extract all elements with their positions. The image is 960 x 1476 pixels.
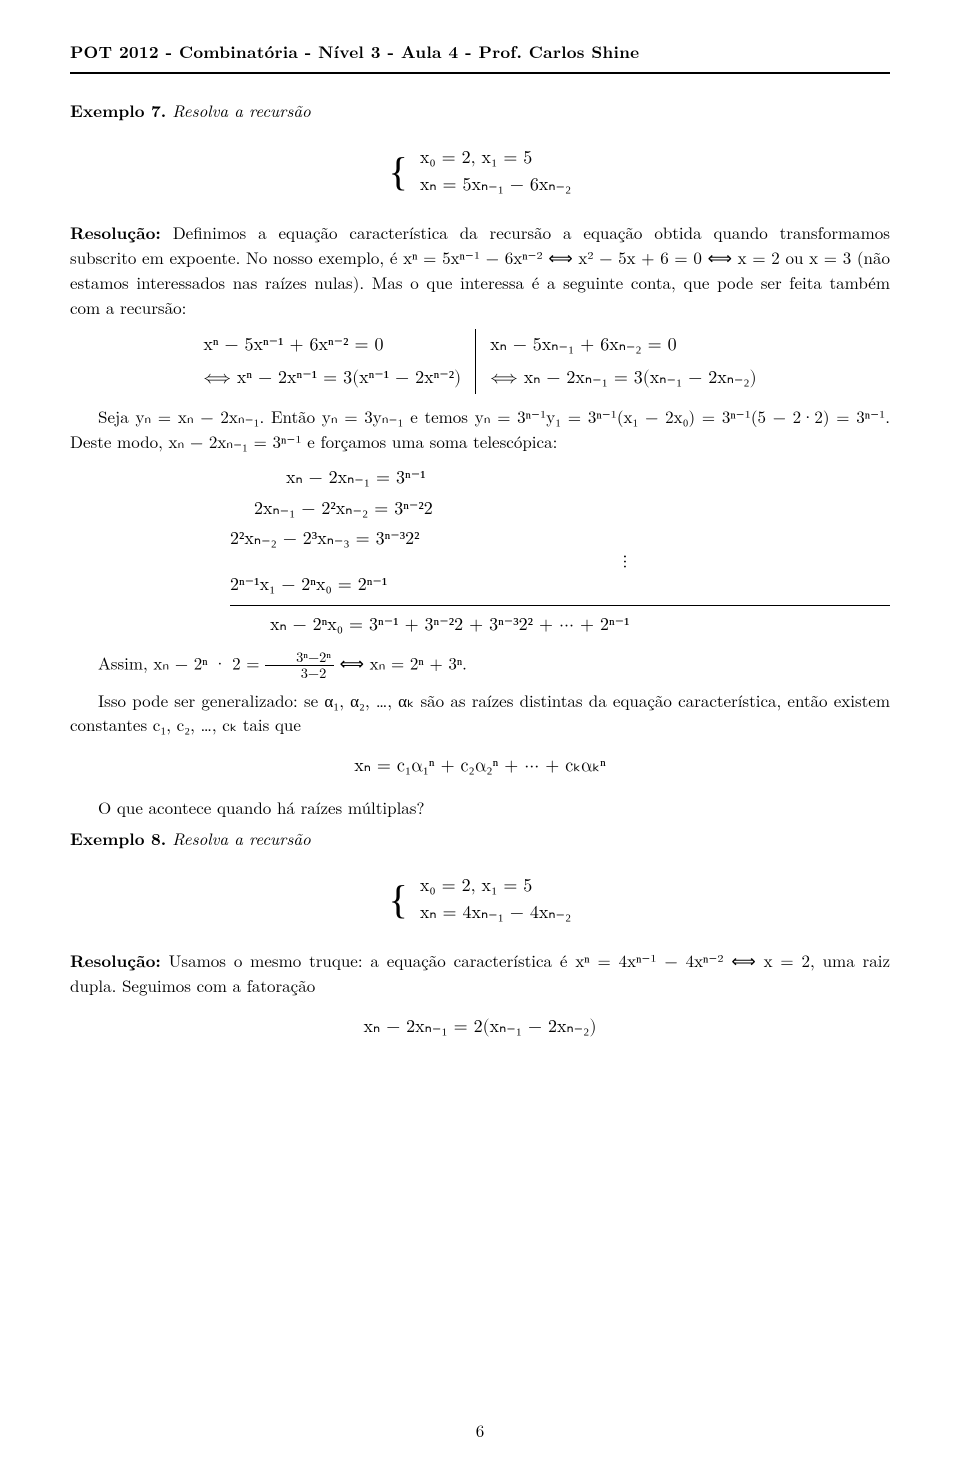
example-8-label: Exemplo 8.: [70, 827, 166, 851]
right-col-line2: ⟺ xₙ − 2xₙ₋₁ = 3(xₙ₋₁ − 2xₙ₋₂): [490, 362, 757, 394]
assim-frac-den: 3−2: [265, 666, 334, 681]
right-col-line1: xₙ − 5xₙ₋₁ + 6xₙ₋₂ = 0: [490, 329, 757, 361]
assim-pre: Assim, xₙ − 2ⁿ · 2 =: [98, 651, 265, 675]
brace-icon: {: [389, 138, 408, 206]
tele-sum: xₙ − 2ⁿx₀ = 3ⁿ⁻¹ + 3ⁿ⁻²2 + 3ⁿ⁻³2² + ··· …: [230, 605, 890, 641]
recurrence-2-body: x₀ = 2, x₁ = 5 xₙ = 4xₙ₋₁ − 4xₙ₋₂: [420, 873, 572, 927]
left-col-line1: xⁿ − 5xⁿ⁻¹ + 6xⁿ⁻² = 0: [203, 329, 461, 361]
recurrence-2-line2: xₙ = 4xₙ₋₁ − 4xₙ₋₂: [420, 904, 572, 922]
recurrence-2: { x₀ = 2, x₁ = 5 xₙ = 4xₙ₋₁ − 4xₙ₋₂: [70, 866, 890, 934]
two-column-work: xⁿ − 5xⁿ⁻¹ + 6xⁿ⁻² = 0 ⟺ xⁿ − 2xⁿ⁻¹ = 3(…: [70, 329, 890, 394]
telescoping-block: xₙ − 2xₙ₋₁ = 3ⁿ⁻¹ 2xₙ₋₁ − 2²xₙ₋₂ = 3ⁿ⁻²2…: [70, 463, 890, 640]
resolution-1-text: Definimos a equação característica da re…: [70, 220, 890, 319]
resolution-1: Resolução: Definimos a equação caracterí…: [70, 220, 890, 320]
example-7-heading: Exemplo 7. Resolva a recursão: [70, 98, 890, 124]
tele-line1: xₙ − 2xₙ₋₁ = 3ⁿ⁻¹: [230, 463, 890, 494]
factorization-eq: xₙ − 2xₙ₋₁ = 2(xₙ₋₁ − 2xₙ₋₂): [70, 1012, 890, 1043]
brace-icon-2: {: [389, 866, 408, 934]
example-7-text: Resolva a recursão: [166, 98, 311, 122]
tele-vdots: ⋮: [230, 557, 890, 566]
example-8-text: Resolva a recursão: [166, 826, 311, 850]
page-number: 6: [0, 1418, 960, 1442]
recurrence-1-line2: xₙ = 5xₙ₋₁ − 6xₙ₋₂: [420, 176, 572, 194]
recurrence-1-body: x₀ = 2, x₁ = 5 xₙ = 5xₙ₋₁ − 6xₙ₋₂: [420, 145, 572, 199]
tele-line2: 2xₙ₋₁ − 2²xₙ₋₂ = 3ⁿ⁻²2: [230, 494, 890, 525]
resolution-1-label: Resolução:: [70, 221, 161, 245]
paragraph-assim: Assim, xₙ − 2ⁿ · 2 = 3ⁿ−2ⁿ3−2 ⟺ xₙ = 2ⁿ …: [70, 650, 890, 681]
paragraph-seja: Seja yₙ = xₙ − 2xₙ₋₁. Então yₙ = 3yₙ₋₁ e…: [70, 404, 890, 453]
assim-frac: 3ⁿ−2ⁿ3−2: [265, 650, 334, 681]
general-solution: xₙ = c₁α₁ⁿ + c₂α₂ⁿ + ··· + cₖαₖⁿ: [70, 751, 890, 782]
page-header: POT 2012 - Combinatória - Nível 3 - Aula…: [70, 40, 890, 74]
recurrence-2-line1: x₀ = 2, x₁ = 5: [420, 877, 532, 895]
recurrence-1-line1: x₀ = 2, x₁ = 5: [420, 149, 532, 167]
resolution-2-text: Usamos o mesmo truque: a equação caracte…: [70, 948, 890, 998]
page: POT 2012 - Combinatória - Nível 3 - Aula…: [0, 0, 960, 1476]
paragraph-generalizado: Isso pode ser generalizado: se α₁, α₂, ……: [70, 688, 890, 737]
example-7-label: Exemplo 7.: [70, 99, 166, 123]
resolution-2-label: Resolução:: [70, 949, 161, 973]
recurrence-1: { x₀ = 2, x₁ = 5 xₙ = 5xₙ₋₁ − 6xₙ₋₂: [70, 138, 890, 206]
left-column: xⁿ − 5xⁿ⁻¹ + 6xⁿ⁻² = 0 ⟺ xⁿ − 2xⁿ⁻¹ = 3(…: [189, 329, 475, 394]
right-column: xₙ − 5xₙ₋₁ + 6xₙ₋₂ = 0 ⟺ xₙ − 2xₙ₋₁ = 3(…: [476, 329, 771, 394]
resolution-2: Resolução: Usamos o mesmo truque: a equa…: [70, 948, 890, 998]
paragraph-multiplas: O que acontece quando há raízes múltipla…: [70, 795, 890, 820]
left-col-line2: ⟺ xⁿ − 2xⁿ⁻¹ = 3(xⁿ⁻¹ − 2xⁿ⁻²): [203, 362, 461, 394]
assim-post: ⟺ xₙ = 2ⁿ + 3ⁿ.: [334, 651, 467, 675]
tele-line4: 2ⁿ⁻¹x₁ − 2ⁿx₀ = 2ⁿ⁻¹: [230, 570, 890, 601]
tele-line3: 2²xₙ₋₂ − 2³xₙ₋₃ = 3ⁿ⁻³2²: [230, 524, 890, 555]
example-8-heading: Exemplo 8. Resolva a recursão: [70, 826, 890, 852]
